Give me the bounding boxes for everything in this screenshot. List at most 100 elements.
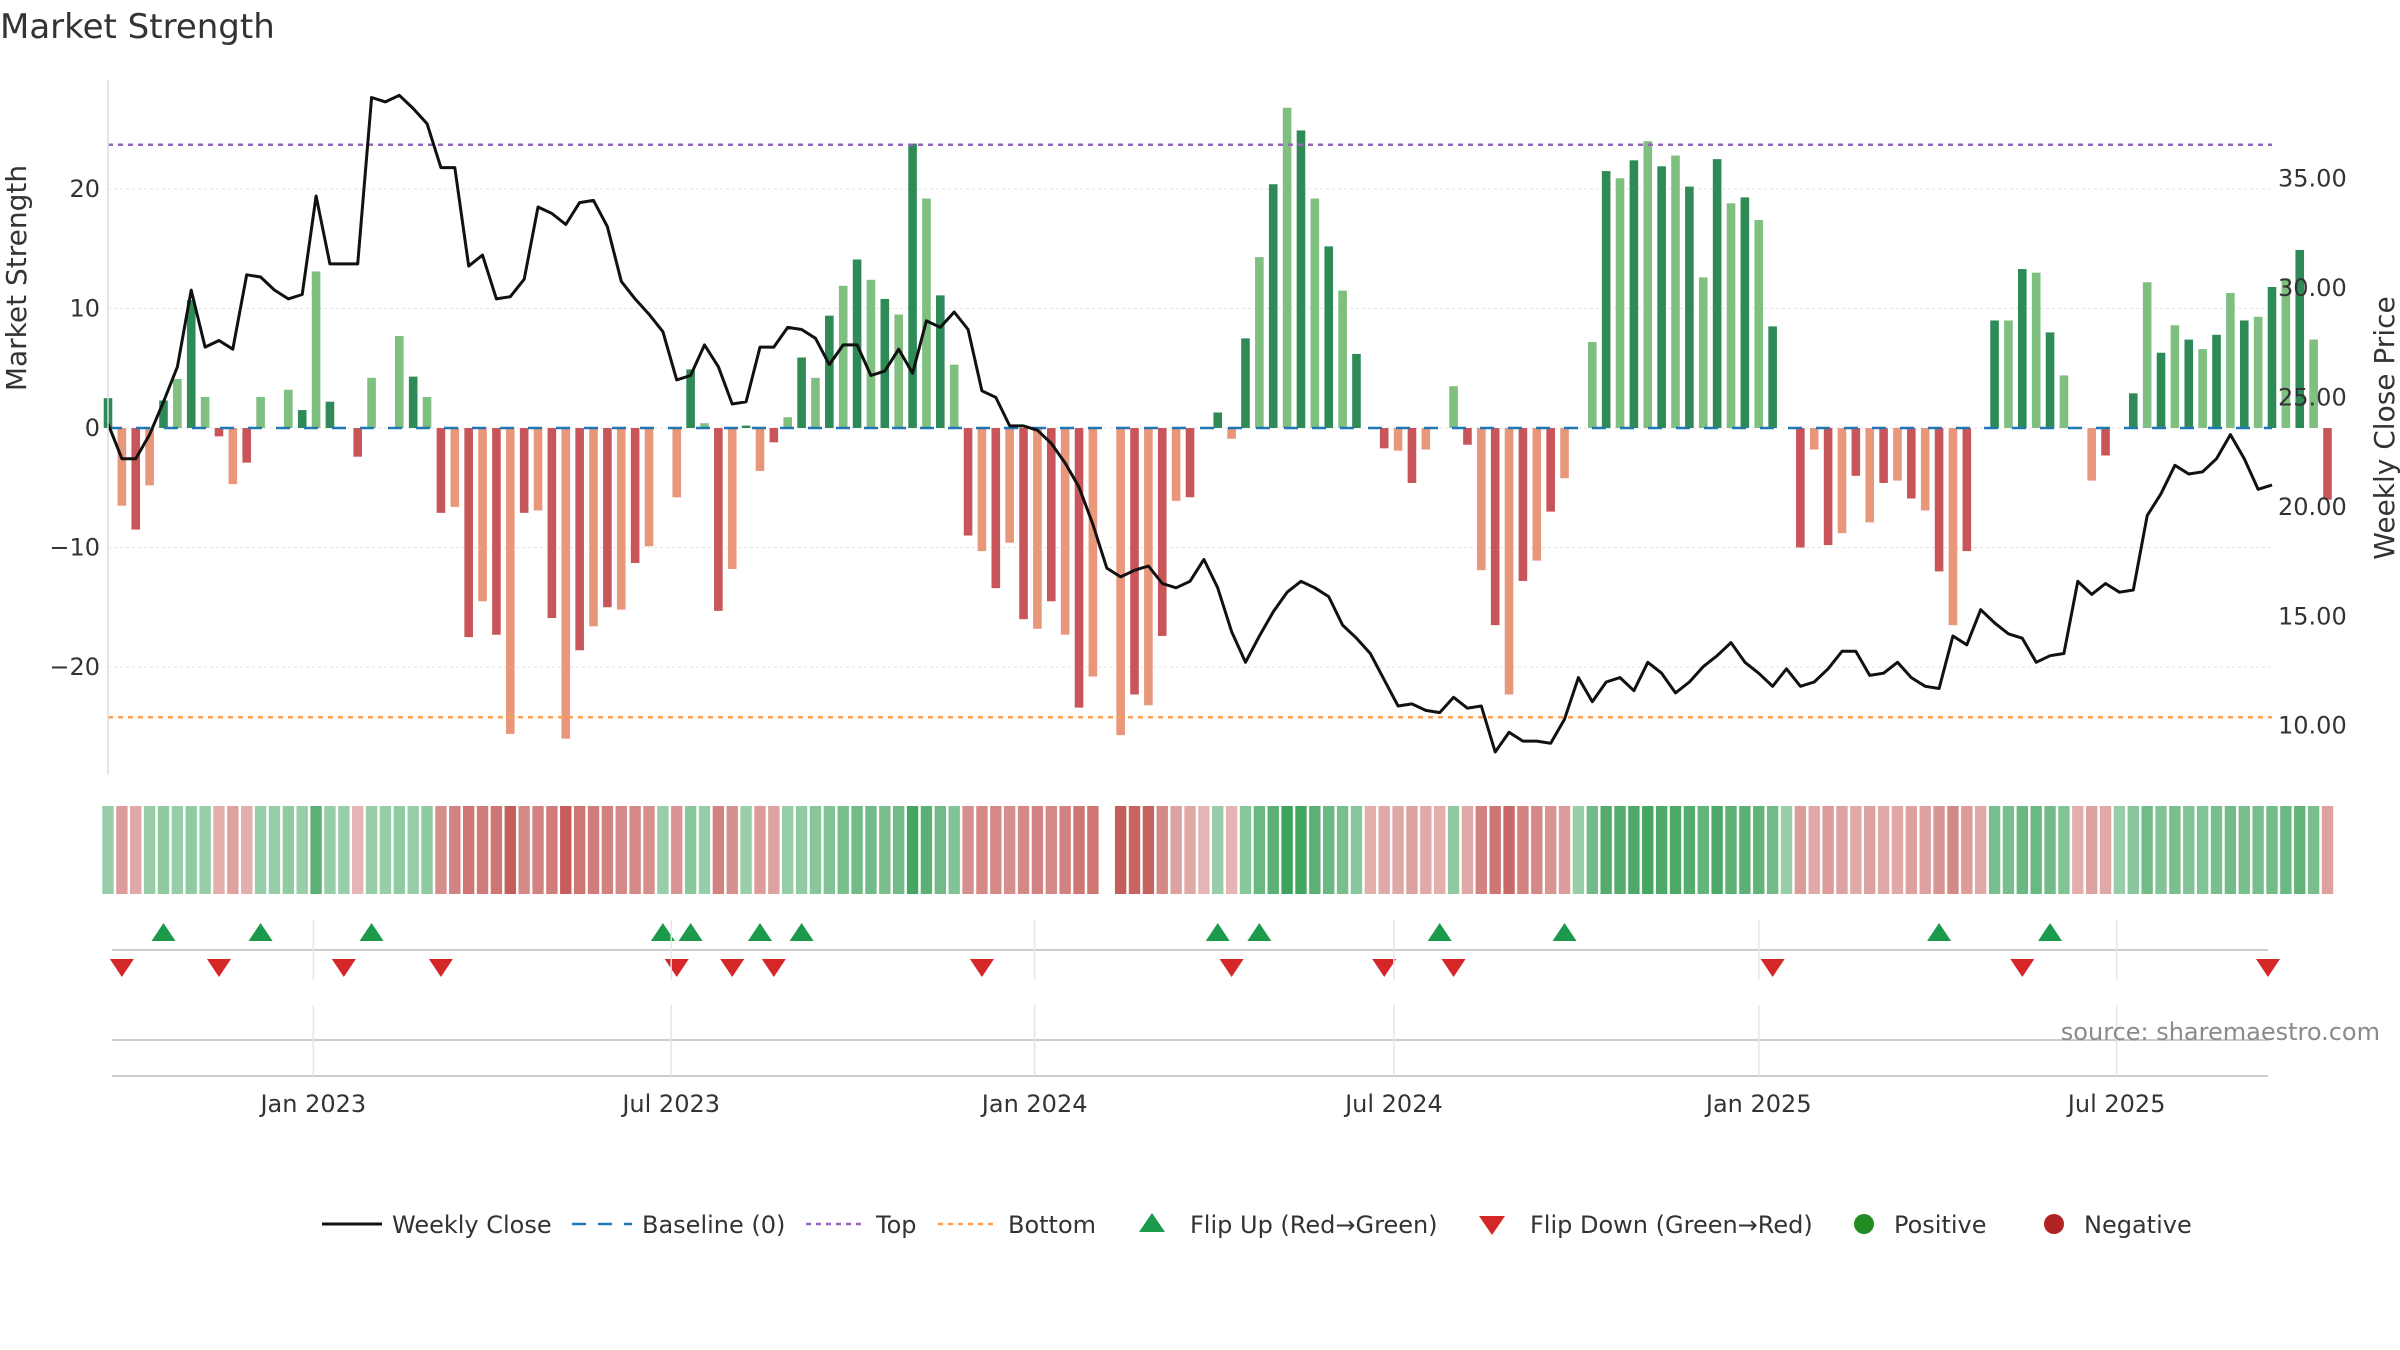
x-tick-label: Jul 2024 (1343, 1090, 1443, 1118)
intensity-cell (1114, 806, 1127, 894)
intensity-cell (698, 806, 711, 894)
intensity-cell (116, 806, 128, 894)
intensity-cell (1017, 806, 1030, 894)
intensity-cell (1323, 806, 1335, 894)
strength-bar (505, 428, 515, 734)
intensity-cell (2127, 806, 2139, 894)
intensity-cell (199, 806, 211, 894)
strength-bar (1851, 428, 1861, 476)
intensity-cell (2210, 806, 2223, 894)
strength-bar (1504, 428, 1514, 695)
flip-up-marker (2038, 923, 2063, 941)
strength-bar (1587, 341, 1597, 428)
strength-bar (533, 428, 543, 511)
strength-bar (1671, 155, 1680, 429)
intensity-cell (338, 806, 350, 894)
intensity-cell (1073, 806, 1085, 894)
y-tick-right: 35.00 (2278, 165, 2347, 193)
intensity-cell (1489, 806, 1501, 894)
intensity-cell (1253, 806, 1266, 894)
flip-up-marker (248, 923, 273, 941)
y-tick-right: 10.00 (2278, 712, 2347, 740)
strength-bar (1629, 160, 1639, 428)
y-tick-left: 0 (85, 414, 100, 442)
strength-bar (173, 379, 182, 428)
intensity-cell (2016, 806, 2028, 894)
intensity-cell (1212, 806, 1224, 894)
legend-item: Top (806, 1211, 917, 1239)
legend-swatch (1139, 1213, 1165, 1232)
strength-bar (1601, 171, 1611, 428)
intensity-cell (1850, 806, 1862, 894)
legend-item: Bottom (938, 1211, 1096, 1239)
strength-bar (616, 428, 626, 610)
flip-down-marker (2010, 959, 2035, 977)
strength-bar (1046, 428, 1056, 602)
strength-bar (1213, 412, 1223, 428)
intensity-cell (1003, 806, 1016, 894)
strength-bar (186, 300, 196, 428)
intensity-cell (2058, 806, 2070, 894)
intensity-cell (2183, 806, 2195, 894)
legend-item: Negative (2044, 1211, 2192, 1239)
y-tick-right: 30.00 (2278, 274, 2347, 302)
x-tick-label: Jan 2025 (1704, 1090, 1812, 1118)
strength-bar (2281, 278, 2291, 428)
intensity-cell (254, 806, 267, 894)
intensity-cell (310, 806, 322, 894)
intensity-cell (268, 806, 281, 894)
strength-bar (1726, 203, 1736, 428)
intensity-cell (2044, 806, 2056, 894)
strength-bar (561, 428, 571, 739)
intensity-cell (2196, 806, 2209, 894)
legend-swatch (1854, 1214, 1874, 1234)
strength-bar (2184, 339, 2194, 428)
intensity-cell (837, 806, 849, 894)
intensity-cell (1877, 806, 1890, 894)
strength-bar (963, 428, 973, 536)
strength-bar (686, 369, 695, 428)
intensity-cell (1142, 806, 1155, 894)
intensity-cell (782, 806, 794, 894)
legend-swatch (1479, 1216, 1505, 1235)
intensity-cell (352, 806, 364, 894)
y-tick-left: 10 (69, 295, 100, 323)
flip-up-marker (1927, 923, 1952, 941)
intensity-cell (1766, 806, 1779, 894)
strength-bar (1060, 428, 1070, 635)
strength-bar (811, 377, 820, 428)
strength-bar (145, 428, 154, 486)
strength-bar (242, 428, 252, 463)
x-tick-label: Jul 2025 (2066, 1090, 2166, 1118)
intensity-cell (1045, 806, 1057, 894)
strength-bar (1019, 428, 1028, 620)
strength-bar (1324, 246, 1334, 428)
intensity-cell (171, 806, 184, 894)
strength-bar (2253, 316, 2263, 428)
flip-up-marker (359, 923, 384, 941)
strength-bar (2309, 339, 2318, 428)
strength-bar (1407, 428, 1417, 483)
intensity-cell (1295, 806, 1307, 894)
flip-down-marker (664, 959, 689, 977)
strength-bar (2045, 332, 2055, 428)
reference-lines (108, 143, 2272, 719)
intensity-cell (823, 806, 836, 894)
strength-bar (1463, 428, 1472, 445)
strength-bar (2198, 349, 2207, 428)
y-tick-right: 15.00 (2278, 602, 2347, 630)
strength-bar (672, 428, 682, 498)
intensity-cell (476, 806, 489, 894)
intensity-cell (282, 806, 295, 894)
strength-bar (519, 428, 529, 513)
y-tick-left: −10 (49, 534, 100, 562)
intensity-cell (379, 806, 392, 894)
strength-bar (1698, 277, 1708, 428)
intensity-cell (143, 806, 156, 894)
intensity-cell (504, 806, 516, 894)
strength-bar (1809, 428, 1819, 450)
strength-bar (1990, 320, 1999, 428)
legend-label: Weekly Close (392, 1211, 552, 1239)
legend: Weekly Close Baseline (0) Top Bottom Flip Up… (322, 1211, 2192, 1239)
flip-up-marker (678, 923, 703, 941)
